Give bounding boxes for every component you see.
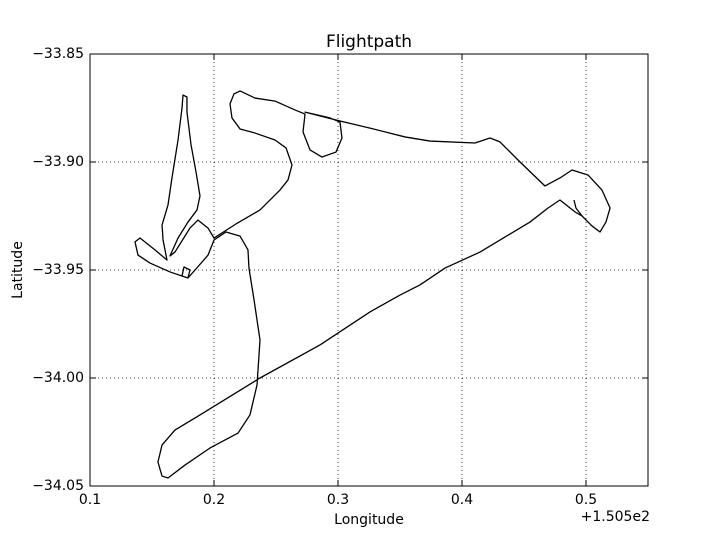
y-tick-label: −34.00 (32, 370, 84, 386)
x-axis-label: Longitude (334, 512, 404, 528)
y-axis-label: Latitude (10, 241, 26, 299)
x-tick-label: 0.1 (79, 492, 101, 508)
x-tick-label: 0.2 (203, 492, 225, 508)
y-tick-label: −33.90 (32, 154, 84, 170)
x-offset-label: +1.505e2 (581, 509, 650, 525)
y-tick-label: −34.05 (32, 478, 84, 494)
flight-path (134, 90, 611, 479)
x-tick-label: 0.3 (327, 492, 349, 508)
chart-title: Flightpath (326, 32, 412, 52)
y-tick-label: −33.85 (32, 46, 84, 62)
x-tick-label: 0.5 (575, 492, 597, 508)
plot-frame (89, 53, 649, 487)
x-tick-label: 0.4 (451, 492, 473, 508)
y-tick-label: −33.95 (32, 262, 84, 278)
